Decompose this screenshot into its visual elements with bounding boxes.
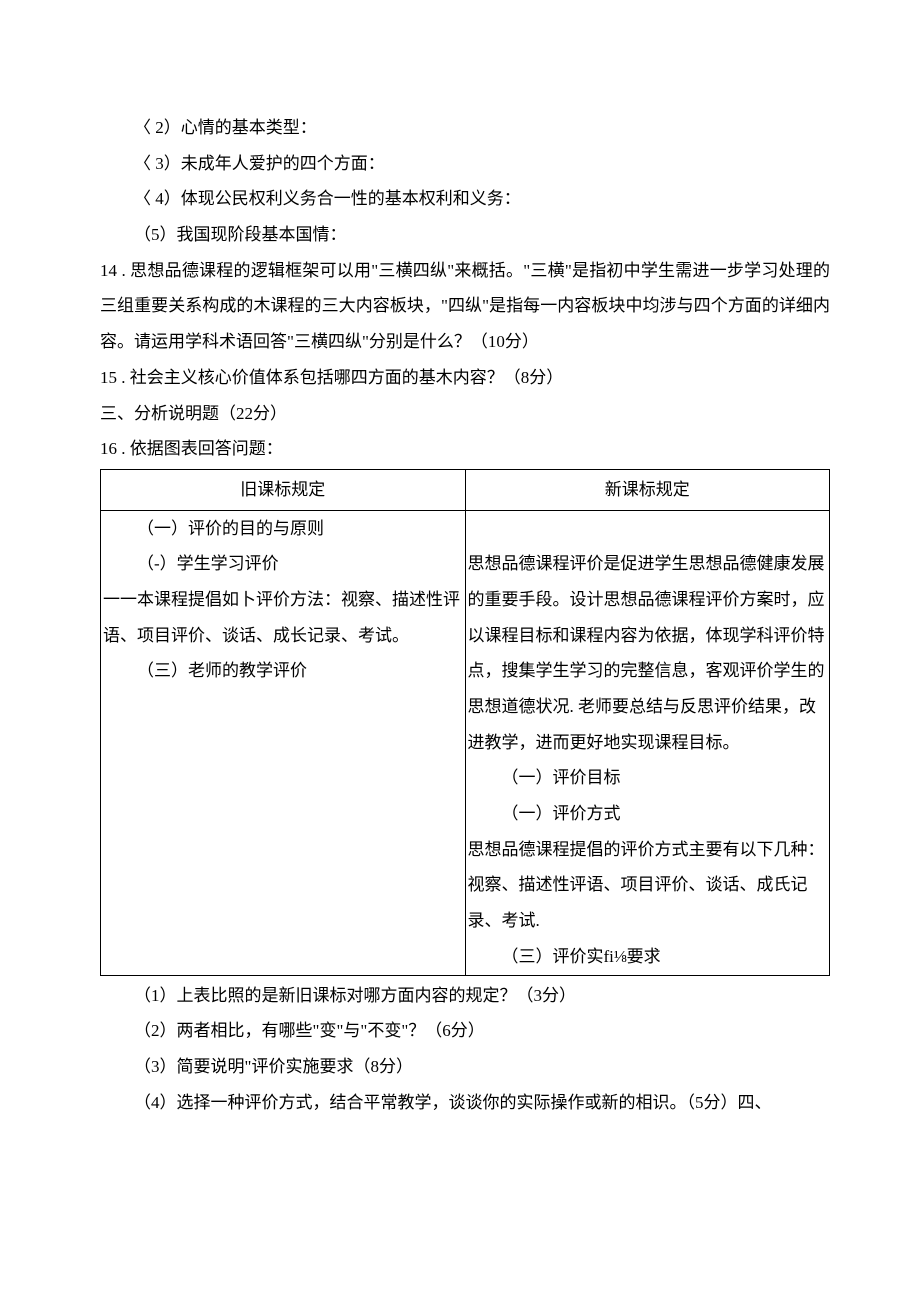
table-header-row: 旧课标规定 新课标规定 [101,469,830,510]
old-standard-cell: （一）评价的目的与原则 （-）学生学习评价 一一本课程提倡如卜评价方法：视察、描… [101,510,466,975]
question-16-sub2: （2）两者相比，有哪些"变"与"不变"？（6分） [100,1013,830,1049]
section-3-heading: 三、分析说明题（22分） [100,396,830,432]
old-r2: （-）学生学习评价 [103,546,463,582]
question-13-sub3: 〈 3）未成年人爱护的四个方面： [100,146,830,182]
old-r1: （一）评价的目的与原则 [103,511,463,547]
new-r3: （一）评价方式 [468,796,828,832]
new-blank [468,511,828,547]
comparison-table: 旧课标规定 新课标规定 （一）评价的目的与原则 （-）学生学习评价 一一本课程提… [100,469,830,976]
question-13-sub4: 〈 4）体现公民权利义务合一性的基本权利和义务： [100,181,830,217]
question-16-intro: 16 . 依据图表回答问题： [100,431,830,467]
table-header-new: 新课标规定 [465,469,830,510]
old-r3: 一一本课程提倡如卜评价方法：视察、描述性评语、项目评价、谈话、成长记录、考试。 [103,582,463,653]
old-r4: （三）老师的教学评价 [103,653,463,689]
table-body-row: （一）评价的目的与原则 （-）学生学习评价 一一本课程提倡如卜评价方法：视察、描… [101,510,830,975]
new-r5: （三）评价实fi⅛要求 [468,939,828,975]
new-r4: 思想品德课程提倡的评价方式主要有以下几种：视察、描述性评语、项目评价、谈话、成氏… [468,832,828,939]
question-14: 14 . 思想品德课程的逻辑框架可以用"三横四纵"来概括。"三横"是指初中学生需… [100,253,830,360]
question-13-sub5: （5）我国现阶段基本国情： [100,217,830,253]
new-standard-cell: 思想品德课程评价是促进学生思想品德健康发展的重要手段。设计思想品德课程评价方案时… [465,510,830,975]
question-16-sub3: （3）简要说明"评价实施要求（8分） [100,1049,830,1085]
new-r2: （一）评价目标 [468,760,828,796]
new-r1: 思想品德课程评价是促进学生思想品德健康发展的重要手段。设计思想品德课程评价方案时… [468,546,828,760]
table-header-old: 旧课标规定 [101,469,466,510]
question-16-sub4: （4）选择一种评价方式，结合平常教学，谈谈你的实际操作或新的相识。（5分）四、 [100,1085,830,1121]
question-13-sub2: 〈 2）心情的基本类型： [100,110,830,146]
question-15: 15 . 社会主义核心价值体系包括哪四方面的基木内容？（8分） [100,360,830,396]
question-16-sub1: （1）上表比照的是新旧课标对哪方面内容的规定？（3分） [100,978,830,1014]
